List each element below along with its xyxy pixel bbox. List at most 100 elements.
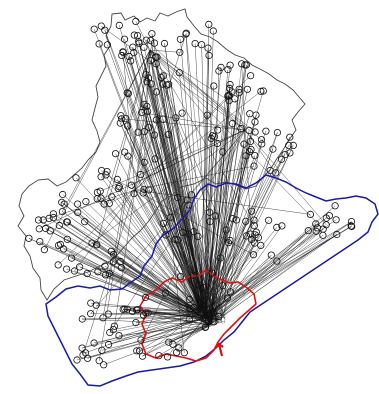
node-circle (152, 60, 160, 68)
link-line (134, 165, 255, 191)
link-line (165, 292, 201, 313)
link-line (149, 49, 255, 226)
link-line (199, 219, 337, 313)
link-line (102, 49, 151, 318)
node-circle (210, 318, 218, 326)
node-circle (93, 188, 102, 196)
link-line (218, 228, 324, 320)
node-circle (58, 208, 67, 216)
node-circle (152, 116, 160, 124)
node-circle (178, 109, 186, 117)
node-circle (97, 22, 105, 30)
node-circle (152, 88, 160, 96)
link-line (163, 223, 211, 324)
node-circle (128, 307, 137, 315)
node-circle (250, 222, 258, 230)
node-circle (74, 208, 82, 217)
node-circle (87, 299, 95, 307)
link-line (149, 49, 229, 243)
node-circle (257, 241, 265, 249)
node-circle (224, 239, 233, 247)
node-circle (215, 312, 223, 320)
node-circle (105, 199, 113, 207)
node-circle (242, 217, 250, 225)
node-circle (208, 132, 217, 140)
node-circle (248, 235, 256, 244)
node-circle (176, 272, 184, 281)
link-line (62, 211, 208, 314)
node-circle (58, 198, 66, 206)
node-circle (249, 251, 258, 259)
node-circle (140, 311, 148, 319)
link-line (96, 304, 201, 313)
node-circle (185, 230, 193, 238)
node-circle (115, 183, 123, 191)
node-circle (148, 30, 156, 38)
node-circle (45, 214, 53, 222)
node-circle (150, 39, 159, 47)
link-line (87, 317, 206, 359)
node-circle (198, 41, 206, 49)
node-circle (117, 257, 125, 266)
node-circle (213, 139, 221, 148)
node-circle (113, 175, 121, 183)
node-circle (252, 111, 260, 119)
node-circle (183, 196, 191, 204)
node-circle (132, 318, 140, 327)
node-circle (40, 246, 49, 254)
node-circle (108, 193, 116, 201)
node-circle (99, 314, 107, 322)
node-circle (101, 271, 110, 279)
node-circle (251, 118, 259, 126)
node-circle (251, 231, 259, 239)
node-circle (242, 232, 250, 240)
node-circle (238, 60, 246, 68)
node-circle (147, 36, 155, 45)
node-circle (133, 347, 141, 355)
link-line (62, 211, 211, 319)
link-line (167, 311, 201, 358)
node-circle (210, 82, 218, 90)
link-line (111, 251, 206, 319)
node-circle (187, 191, 196, 199)
node-circle (54, 261, 62, 269)
node-circle (130, 190, 138, 198)
link-line (204, 69, 229, 319)
node-circle (59, 190, 67, 199)
node-circle (161, 289, 169, 297)
link-line (138, 43, 218, 323)
node-circle (250, 216, 258, 224)
node-circle (243, 85, 251, 93)
inner-arrow-marker (214, 342, 224, 357)
node-circle (246, 137, 255, 145)
node-circle (46, 227, 54, 235)
node-circle (201, 323, 209, 331)
node-circle (235, 89, 243, 97)
node-circle (286, 133, 294, 141)
link-line (218, 234, 337, 313)
node-circle (185, 201, 193, 209)
link-line (90, 302, 201, 313)
node-circle (186, 305, 194, 313)
node-circle (140, 128, 148, 136)
link-line (101, 324, 211, 351)
link-line (96, 49, 151, 245)
node-circle (285, 141, 293, 149)
link-line (134, 189, 254, 255)
node-circle (63, 235, 71, 243)
node-circle (129, 43, 137, 51)
node-circle (269, 145, 277, 153)
node-circle (142, 36, 150, 44)
node-circle (90, 25, 98, 33)
node-circle (100, 200, 108, 208)
node-circle (63, 218, 71, 226)
node-circle (115, 21, 123, 29)
node-circle (175, 344, 183, 352)
node-circle (257, 87, 265, 96)
node-circle (267, 251, 275, 259)
node-circle (139, 189, 147, 197)
link-line (101, 25, 246, 131)
node-circle (115, 331, 123, 340)
node-circle (174, 236, 182, 244)
node-circle (226, 288, 234, 296)
